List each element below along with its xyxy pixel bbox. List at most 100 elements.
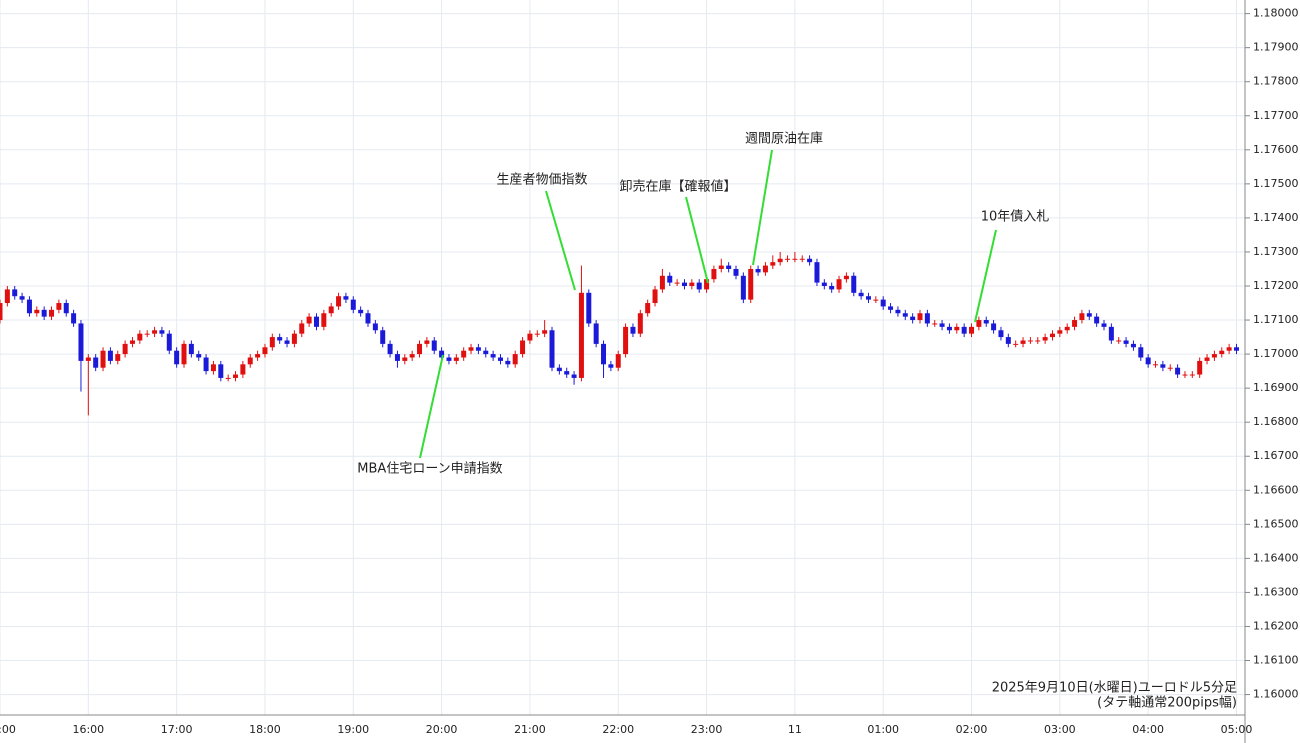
candle-body — [115, 354, 121, 361]
candle-body — [1197, 360, 1203, 375]
candle-body — [461, 350, 467, 358]
y-tick-label: 1.16200 — [1253, 619, 1299, 632]
candle-body — [255, 354, 261, 358]
candle-body — [402, 357, 408, 361]
candle-body — [152, 330, 158, 334]
candle-body — [225, 377, 231, 379]
candle-body — [939, 323, 945, 327]
candle-body — [1020, 340, 1026, 344]
y-tick-label: 1.17400 — [1253, 211, 1299, 224]
candle-body — [12, 289, 18, 297]
candle-body — [475, 347, 481, 351]
candle-body — [100, 350, 106, 368]
candle-body — [343, 296, 349, 300]
candle-body — [490, 354, 496, 358]
candle-body — [299, 323, 305, 334]
chart-subtitle: (タテ軸通常200pips幅) — [1097, 696, 1237, 711]
candle-body — [932, 323, 938, 325]
candle-body — [1079, 313, 1085, 321]
candle-body — [93, 357, 99, 368]
candle-body — [976, 320, 982, 327]
candle-body — [1072, 320, 1078, 327]
candle-body — [726, 265, 732, 269]
x-tick-label: 02:00 — [956, 723, 988, 736]
annotation-pointer — [974, 229, 997, 323]
candle-body — [512, 354, 518, 365]
candle-body — [549, 330, 555, 368]
candle-body — [1094, 316, 1100, 324]
annotation-pointer — [545, 190, 576, 291]
candle-body — [431, 340, 437, 351]
candle-body — [954, 326, 960, 331]
candle-body — [1204, 357, 1210, 361]
candle-body — [336, 296, 342, 307]
candle-body — [615, 354, 621, 368]
candle-body — [1049, 333, 1055, 338]
x-tick-label: 03:00 — [1044, 723, 1076, 736]
candle-body — [107, 350, 113, 361]
candle-body — [733, 268, 739, 276]
candle-body — [843, 275, 849, 280]
candle-body — [689, 282, 695, 286]
candle-body — [41, 309, 47, 317]
candle-body — [718, 265, 724, 269]
candle-body — [777, 258, 783, 263]
candle-body — [1233, 347, 1239, 351]
candle-body — [829, 286, 835, 290]
candle-body — [1167, 367, 1173, 369]
y-tick-label: 1.16100 — [1253, 654, 1299, 667]
candle-body — [505, 360, 511, 365]
candle-body — [578, 292, 584, 378]
candle-body — [159, 330, 165, 334]
x-tick-label: 23:00 — [691, 723, 723, 736]
y-tick-label: 1.17200 — [1253, 279, 1299, 292]
x-tick-label: 20:00 — [426, 723, 458, 736]
candle-body — [681, 282, 687, 286]
candle-body — [946, 326, 952, 331]
candle-body — [497, 357, 503, 361]
candle-body — [910, 316, 916, 321]
y-tick-label: 1.17300 — [1253, 245, 1299, 258]
candle-body — [85, 357, 91, 361]
candle-body — [313, 316, 319, 327]
candle-body — [785, 258, 791, 260]
y-tick-label: 1.18000 — [1253, 7, 1299, 20]
candle-body — [483, 350, 489, 355]
x-tick-label: 04:00 — [1132, 723, 1164, 736]
y-tick-label: 1.16300 — [1253, 585, 1299, 598]
x-tick-label: 17:00 — [161, 723, 193, 736]
candle-body — [380, 330, 386, 344]
annotation: 10年債入札 — [981, 210, 1050, 225]
candle-body — [1027, 340, 1033, 342]
candle-body — [969, 326, 975, 334]
candle-body — [446, 357, 452, 361]
candle-body — [63, 303, 69, 314]
candle-body — [659, 275, 665, 290]
candle-body — [1175, 367, 1181, 375]
candle-body — [1013, 343, 1019, 345]
y-tick-label: 1.17100 — [1253, 313, 1299, 326]
candle-body — [1138, 347, 1144, 358]
candle-body — [71, 313, 77, 324]
candle-body — [1153, 364, 1159, 366]
candle-body — [233, 374, 239, 378]
annotation: 週間原油在庫 — [745, 132, 823, 147]
candle-body — [350, 299, 356, 310]
candle-body — [608, 364, 614, 368]
candle-body — [269, 337, 275, 348]
candle-body — [78, 323, 84, 361]
candle-body — [321, 313, 327, 327]
candle-body — [917, 313, 923, 321]
candle-body — [196, 354, 202, 358]
candle-body — [667, 275, 673, 283]
annotation-pointer — [685, 196, 709, 284]
candle-body — [748, 268, 754, 300]
candle-body — [1116, 340, 1122, 342]
candle-body — [439, 350, 445, 358]
candle-body — [409, 354, 415, 358]
candle-body — [372, 323, 378, 331]
x-tick-label: 01:00 — [867, 723, 899, 736]
candle-body — [424, 340, 430, 344]
candle-body — [983, 320, 989, 324]
